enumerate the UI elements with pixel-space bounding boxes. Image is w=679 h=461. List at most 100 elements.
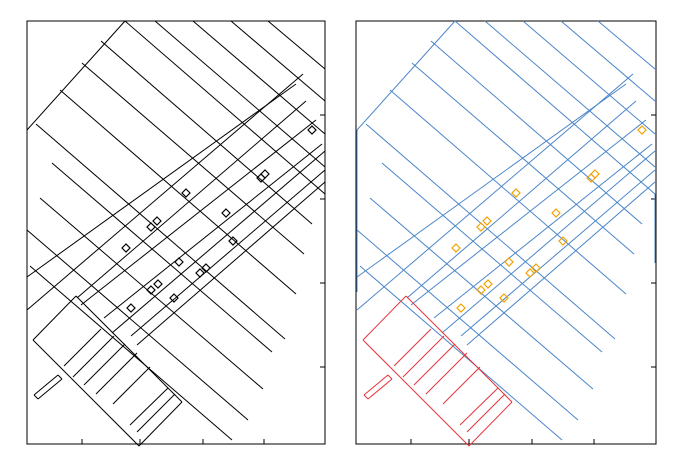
diamond-marker — [121, 243, 131, 253]
block-line — [35, 123, 286, 340]
diamond-marker — [590, 169, 600, 179]
diamond-marker — [499, 293, 509, 303]
block-line — [410, 119, 647, 306]
corner-block-line — [32, 295, 77, 341]
corner-block-line — [363, 374, 389, 396]
diamond-marker — [256, 173, 266, 183]
corner-block-line — [405, 295, 513, 403]
block-line — [26, 229, 249, 421]
corner-block-line — [83, 343, 126, 386]
corner-block-line — [393, 328, 432, 367]
corner-block-line — [367, 378, 393, 400]
block-line — [389, 89, 627, 295]
corner-block-line — [129, 387, 169, 426]
diamond-marker — [146, 222, 156, 232]
corner-block-line — [468, 401, 513, 447]
block-line — [522, 20, 656, 135]
diamond-marker — [511, 188, 521, 198]
corner-block-line — [33, 374, 59, 396]
diamond-marker — [476, 222, 486, 232]
corner-block-line — [37, 378, 63, 400]
diamond-marker — [169, 293, 179, 303]
block-line — [51, 162, 273, 353]
block-line — [130, 169, 326, 337]
block-line — [59, 89, 297, 295]
block-line — [76, 100, 307, 299]
left-panel-frame — [26, 20, 326, 445]
block-line — [136, 181, 326, 346]
left-corner-block — [32, 295, 183, 447]
block-line — [230, 20, 326, 102]
diamond-marker — [483, 279, 493, 289]
corner-block-line — [63, 328, 102, 367]
left-block-lines — [26, 20, 326, 441]
diamond-marker — [174, 257, 184, 267]
diamond-marker — [637, 125, 647, 135]
diamond-marker — [201, 263, 211, 273]
diamond-marker — [153, 279, 163, 289]
block-line — [356, 20, 456, 131]
right-axis-ticks — [410, 114, 656, 444]
diamond-marker — [451, 243, 461, 253]
diamond-marker — [558, 236, 568, 246]
diamond-marker — [551, 208, 561, 218]
corner-block-line — [138, 401, 183, 447]
left-panel — [26, 20, 326, 447]
block-line — [433, 143, 653, 319]
block-line — [267, 20, 326, 70]
corner-block-line — [362, 295, 407, 341]
right-panel-frame — [355, 20, 657, 445]
block-line — [154, 20, 326, 168]
corner-block-line — [442, 366, 481, 405]
block-line — [81, 62, 305, 255]
diamond-marker — [476, 285, 486, 295]
left-markers — [121, 125, 317, 313]
block-line — [356, 229, 579, 421]
corner-block-line — [362, 339, 470, 447]
block-line — [356, 83, 627, 278]
corner-block-line — [387, 374, 393, 380]
right-block-lines — [356, 20, 656, 441]
diamond-marker — [525, 268, 535, 278]
diamond-marker — [126, 303, 136, 313]
diamond-marker — [146, 285, 156, 295]
block-line — [466, 181, 656, 346]
block-line — [100, 40, 313, 225]
corner-block-line — [75, 295, 183, 403]
diamond-marker — [586, 173, 596, 183]
block-line — [359, 265, 563, 441]
block-line — [80, 119, 317, 306]
corner-block-line — [32, 339, 140, 447]
block-line — [26, 73, 304, 311]
block-line — [124, 20, 326, 195]
block-line — [192, 20, 326, 135]
right-markers — [451, 125, 647, 313]
corner-block-line — [112, 366, 151, 405]
block-line — [356, 73, 634, 311]
diamond-marker — [456, 303, 466, 313]
block-line — [441, 150, 656, 334]
diamond-marker — [504, 257, 514, 267]
block-line — [26, 20, 126, 131]
corner-block-line — [136, 393, 176, 433]
corner-block-line — [402, 335, 445, 378]
right-corner-block — [362, 295, 513, 447]
left-axis-ticks — [81, 114, 325, 444]
corner-block-line — [466, 393, 506, 433]
corner-block-line — [57, 374, 63, 380]
diamond-marker — [228, 236, 238, 246]
block-line — [26, 83, 297, 278]
diamond-marker — [195, 268, 205, 278]
diamond-marker — [260, 169, 270, 179]
block-line — [411, 62, 635, 255]
block-line — [103, 143, 323, 319]
corner-block-line — [363, 394, 369, 400]
diamond-marker — [152, 216, 162, 226]
corner-block-line — [413, 343, 456, 386]
diamond-marker — [531, 263, 541, 273]
block-line — [460, 169, 656, 337]
block-line — [597, 20, 656, 70]
block-line — [111, 150, 326, 334]
